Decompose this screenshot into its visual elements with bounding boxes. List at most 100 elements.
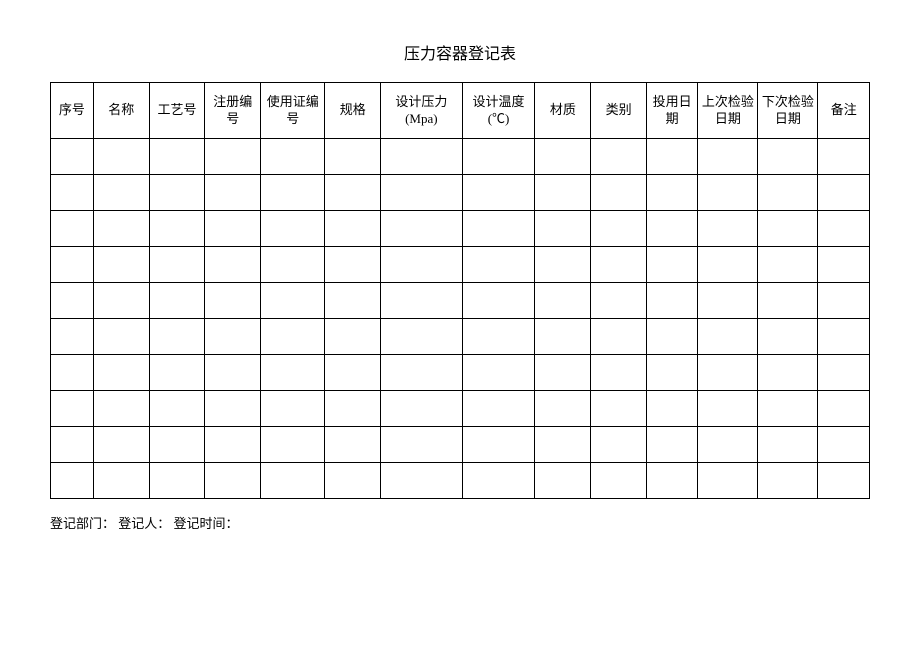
table-cell [758, 319, 818, 355]
table-cell [535, 355, 591, 391]
table-cell [646, 355, 697, 391]
footer-dept-label: 登记部门： [50, 516, 115, 531]
table-row [51, 175, 870, 211]
table-cell [93, 283, 149, 319]
table-cell [646, 391, 697, 427]
table-cell [93, 427, 149, 463]
table-cell [535, 139, 591, 175]
table-cell [646, 283, 697, 319]
table-cell [205, 463, 261, 499]
table-cell [818, 175, 870, 211]
table-cell [93, 175, 149, 211]
table-cell [149, 355, 205, 391]
table-cell [205, 247, 261, 283]
table-cell [325, 355, 381, 391]
table-cell [818, 391, 870, 427]
col-header-next-inspect: 下次检验日期 [758, 83, 818, 139]
table-cell [205, 283, 261, 319]
col-header-name: 名称 [93, 83, 149, 139]
table-cell [698, 247, 758, 283]
table-cell [462, 247, 535, 283]
table-cell [149, 211, 205, 247]
table-cell [698, 427, 758, 463]
table-cell [462, 391, 535, 427]
col-header-cert-no: 使用证编号 [261, 83, 325, 139]
col-header-remark: 备注 [818, 83, 870, 139]
table-cell [462, 175, 535, 211]
table-cell [205, 319, 261, 355]
table-cell [462, 211, 535, 247]
col-header-last-inspect: 上次检验日期 [698, 83, 758, 139]
table-cell [381, 319, 462, 355]
table-cell [591, 247, 647, 283]
table-cell [698, 283, 758, 319]
table-cell [51, 139, 94, 175]
table-cell [93, 391, 149, 427]
table-cell [325, 319, 381, 355]
table-cell [149, 139, 205, 175]
table-cell [462, 427, 535, 463]
col-header-design-pressure: 设计压力 (Mpa) [381, 83, 462, 139]
table-cell [591, 211, 647, 247]
table-cell [205, 175, 261, 211]
table-cell [462, 139, 535, 175]
table-cell [149, 247, 205, 283]
table-cell [381, 139, 462, 175]
table-row [51, 139, 870, 175]
table-cell [325, 427, 381, 463]
table-cell [758, 427, 818, 463]
table-cell [205, 427, 261, 463]
table-cell [535, 427, 591, 463]
table-cell [758, 391, 818, 427]
table-cell [535, 247, 591, 283]
table-cell [51, 175, 94, 211]
table-cell [325, 283, 381, 319]
table-cell [535, 319, 591, 355]
table-cell [462, 355, 535, 391]
table-cell [535, 175, 591, 211]
table-cell [51, 247, 94, 283]
table-cell [698, 319, 758, 355]
table-row [51, 247, 870, 283]
table-cell [381, 463, 462, 499]
table-cell [261, 391, 325, 427]
table-row [51, 283, 870, 319]
table-cell [591, 139, 647, 175]
table-cell [591, 391, 647, 427]
table-cell [818, 319, 870, 355]
table-cell [698, 355, 758, 391]
table-cell [325, 463, 381, 499]
table-cell [93, 247, 149, 283]
table-cell [646, 211, 697, 247]
table-row [51, 211, 870, 247]
table-cell [261, 319, 325, 355]
table-cell [758, 283, 818, 319]
table-cell [698, 175, 758, 211]
table-cell [149, 463, 205, 499]
table-cell [591, 355, 647, 391]
table-cell [261, 463, 325, 499]
table-cell [758, 211, 818, 247]
col-header-spec: 规格 [325, 83, 381, 139]
table-cell [462, 463, 535, 499]
table-cell [93, 139, 149, 175]
table-cell [698, 211, 758, 247]
table-row [51, 355, 870, 391]
table-cell [261, 355, 325, 391]
table-cell [758, 175, 818, 211]
col-header-category: 类别 [591, 83, 647, 139]
table-cell [51, 463, 94, 499]
table-cell [93, 319, 149, 355]
table-cell [149, 427, 205, 463]
table-cell [51, 283, 94, 319]
table-cell [381, 391, 462, 427]
table-cell [93, 463, 149, 499]
col-header-index: 序号 [51, 83, 94, 139]
table-cell [381, 211, 462, 247]
table-cell [591, 175, 647, 211]
table-cell [325, 139, 381, 175]
table-cell [261, 247, 325, 283]
table-cell [758, 247, 818, 283]
table-row [51, 391, 870, 427]
col-header-process-no: 工艺号 [149, 83, 205, 139]
